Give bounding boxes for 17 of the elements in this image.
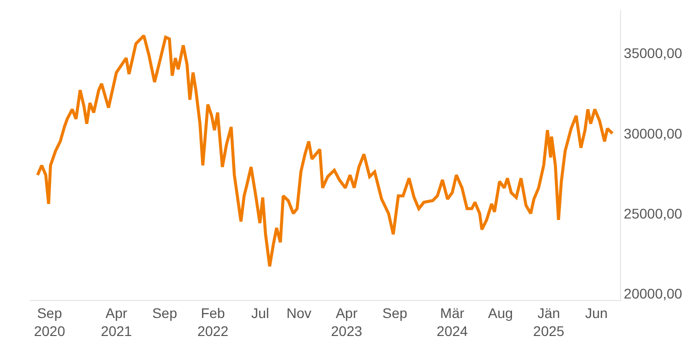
x-tick-label: Apr 2023	[331, 304, 362, 339]
x-tick-label: Aug	[488, 304, 513, 321]
y-tick-label: 20000,00	[624, 285, 682, 302]
x-tick-label: Sep	[152, 304, 178, 321]
x-tick-label: Mär 2024	[436, 304, 468, 339]
x-tick-label: Apr 2021	[100, 304, 132, 339]
x-tick-label: Jun	[585, 304, 608, 321]
x-tick-label: Jul	[251, 304, 270, 321]
x-tick-label: Nov	[286, 304, 312, 321]
line-series	[36, 34, 614, 268]
x-tick-label: Jän 2025	[533, 304, 565, 339]
y-tick-label: 30000,00	[624, 125, 682, 142]
x-tick-label: Sep	[382, 304, 408, 321]
y-tick-label: 35000,00	[624, 45, 682, 62]
x-tick-label: Sep 2020	[34, 304, 66, 339]
y-tick-label: 25000,00	[624, 205, 682, 222]
x-tick-label: Feb 2022	[197, 304, 229, 339]
